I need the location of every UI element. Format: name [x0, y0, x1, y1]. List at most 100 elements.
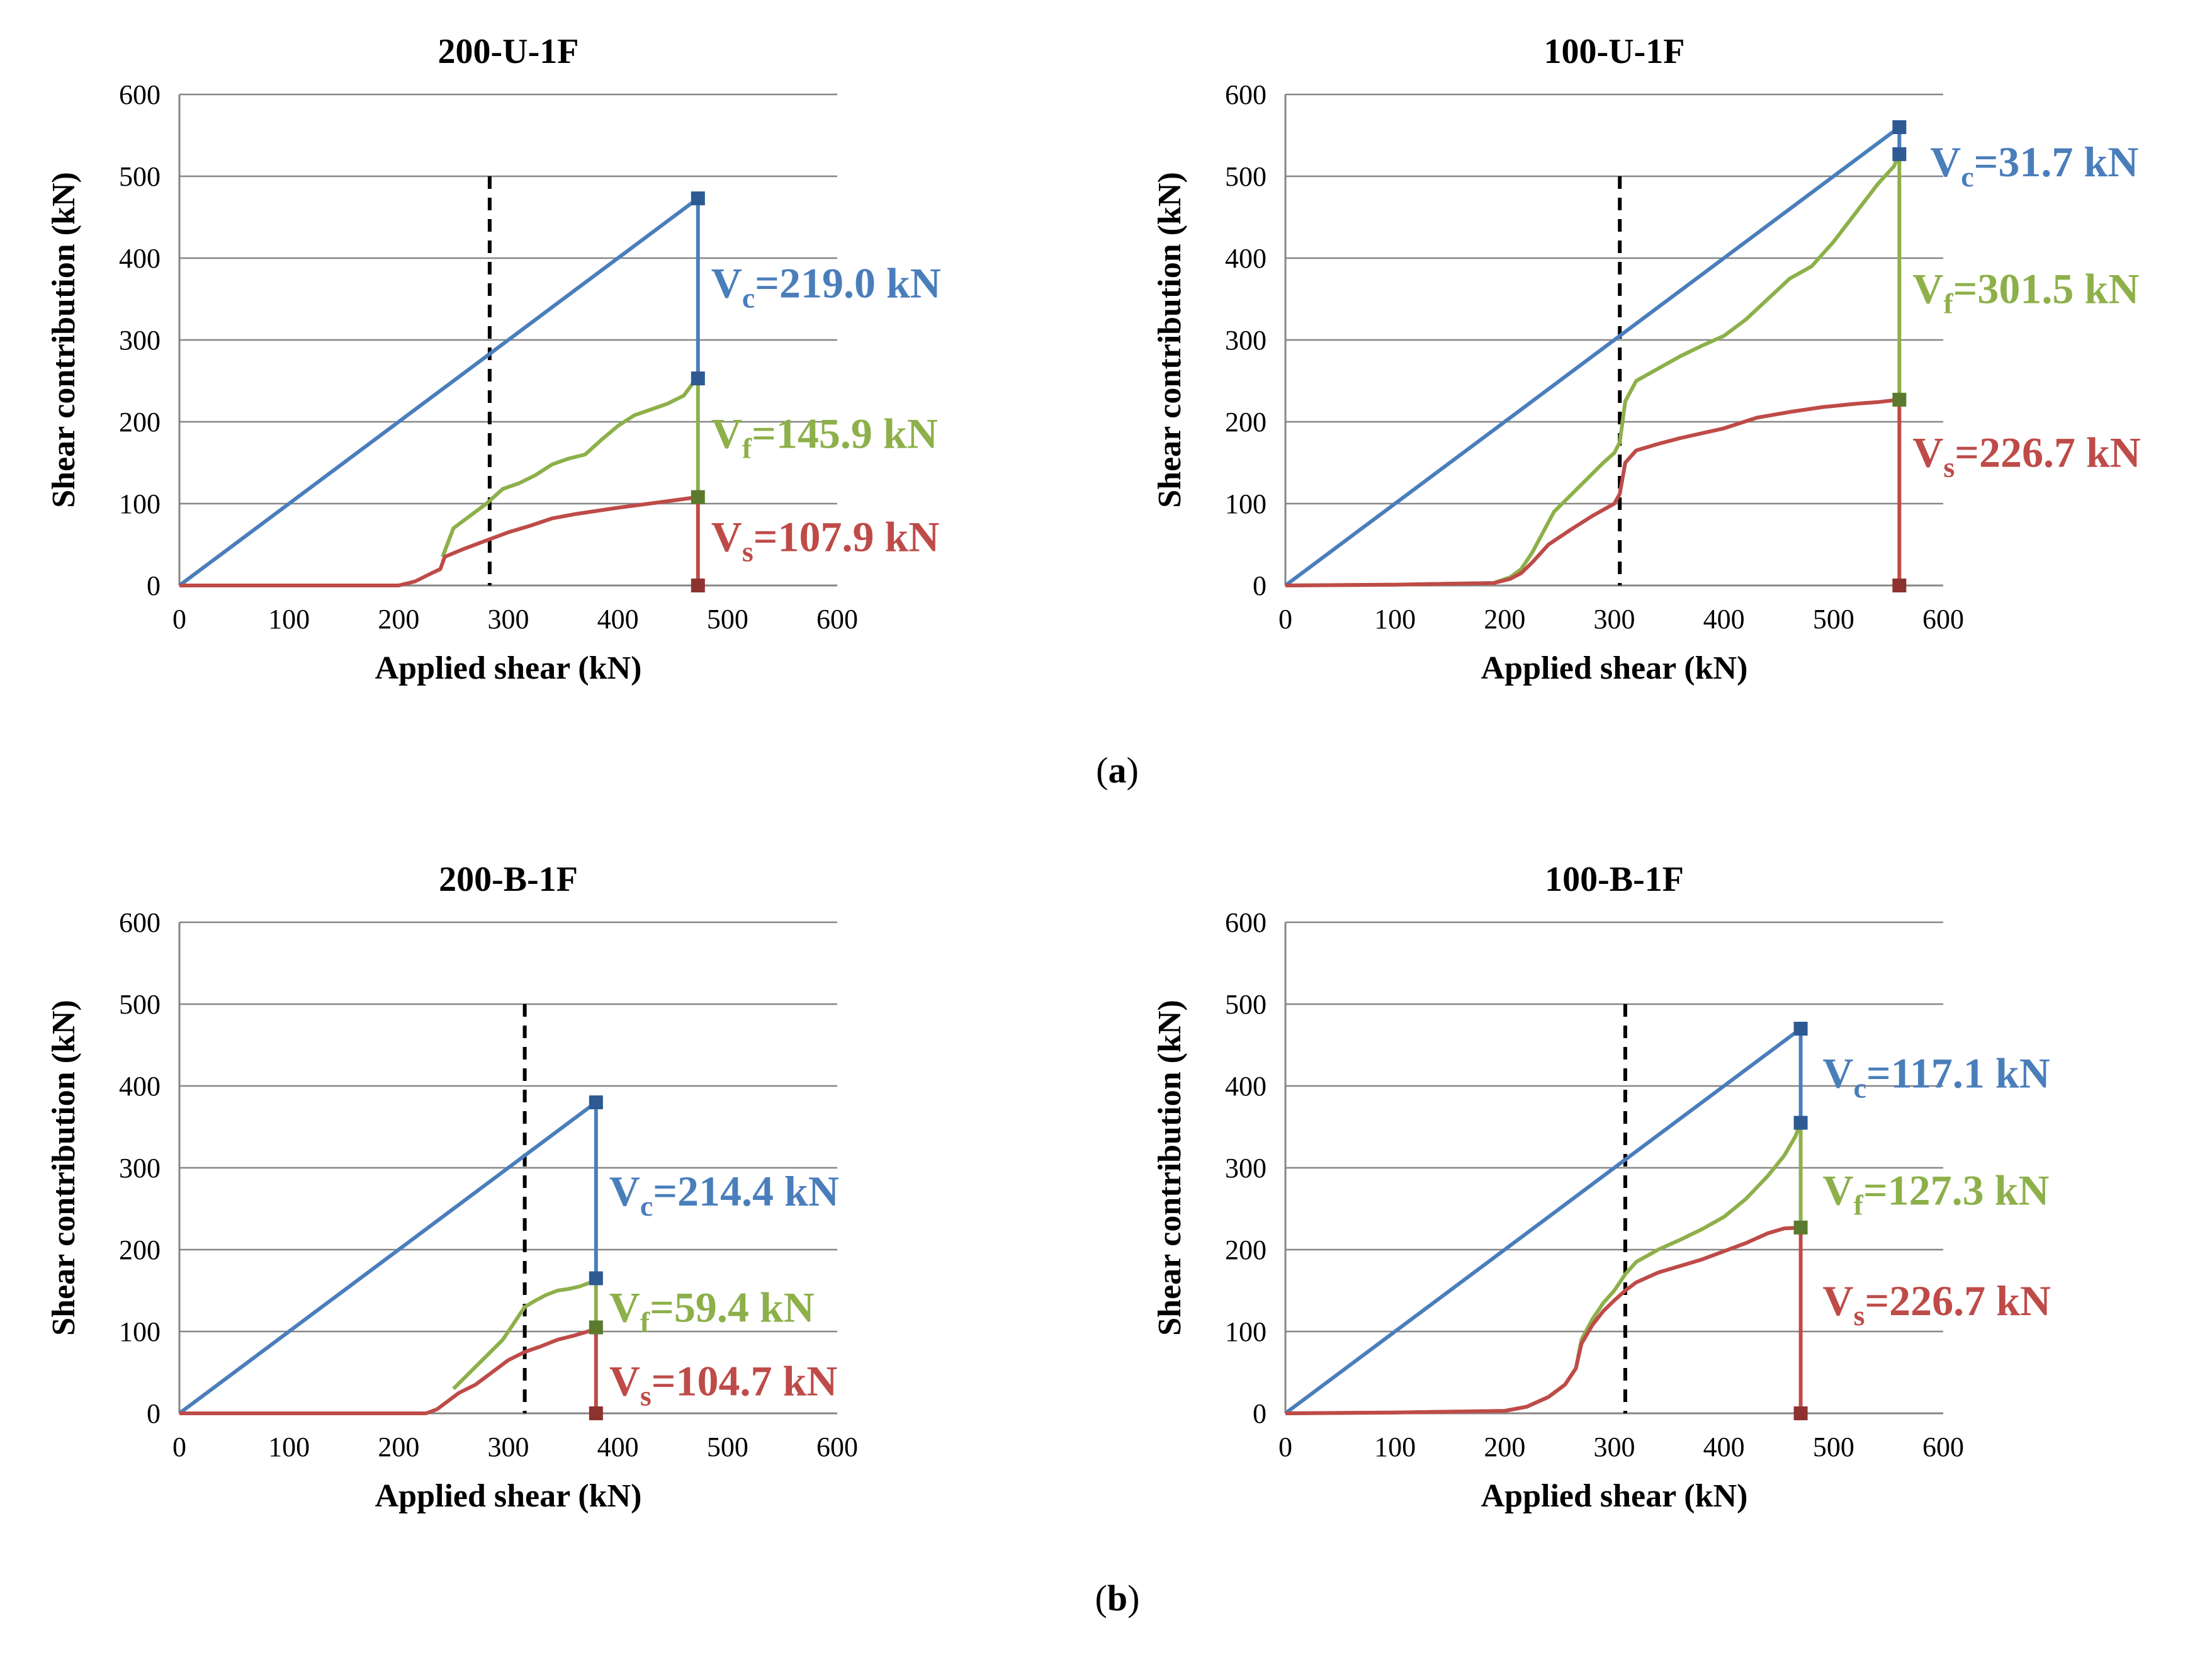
label-vc-value: =214.4 kN [653, 1167, 839, 1215]
label-vs-value: =107.9 kN [753, 512, 940, 560]
series-vc-line [178, 1100, 597, 1415]
x-tick-label: 400 [597, 1432, 639, 1462]
chart-title: 200-B-1F [439, 860, 578, 899]
label-vc-value: =219.0 kN [755, 259, 941, 307]
x-tick-label: 500 [1813, 604, 1854, 635]
label-vc-sub: c [640, 1190, 653, 1222]
label-vf-sub: f [1943, 288, 1953, 320]
label-vf-main: V [1912, 265, 1943, 313]
chart-title: 100-B-1F [1545, 860, 1684, 899]
label-vf: Vf=145.9 kN [711, 410, 938, 465]
marker-vc [589, 1095, 603, 1109]
y-axis-label: Shear contribution (kN) [1152, 172, 1188, 508]
x-tick-label: 500 [1813, 1432, 1854, 1462]
y-tick-label: 300 [119, 325, 161, 356]
label-vc-value: =117.1 kN [1866, 1049, 2050, 1097]
x-tick-label: 300 [1594, 1432, 1635, 1462]
marker-vc [1793, 1022, 1808, 1036]
marker-vf-top [589, 1271, 603, 1286]
label-vc-main: V [1930, 138, 1961, 186]
x-tick-label: 600 [1922, 604, 1964, 635]
chart-svg: 0 100 200 300 400 500 600 0 100 200 300 400 500 600 20… [46, 860, 858, 1514]
series-vs-line [179, 495, 699, 587]
label-vf: Vf=59.4 kN [609, 1283, 815, 1338]
x-tick-label: 300 [488, 604, 529, 635]
label-vf-value: =301.5 kN [1953, 265, 2140, 313]
x-tick-label: 500 [707, 604, 748, 635]
series-vf-line [1285, 153, 1902, 587]
marker-base [1892, 579, 1907, 592]
series-vc-line [178, 196, 699, 587]
y-axis-label: Shear contribution (kN) [46, 1000, 82, 1336]
series-vs-line [179, 1327, 597, 1415]
y-tick-label: 400 [119, 243, 161, 274]
label-vs-value: =226.7 kN [1955, 429, 2141, 477]
label-vf: Vf=301.5 kN [1912, 265, 2139, 320]
label-vs-value: =226.7 kN [1865, 1277, 2051, 1325]
label-vf-main: V [1822, 1167, 1853, 1214]
series-vs-line [1285, 397, 1900, 587]
label-vs-sub: s [742, 535, 753, 567]
label-vs-value: =104.7 kN [652, 1357, 838, 1405]
x-axis-label: Applied shear (kN) [1481, 1478, 1748, 1514]
label-vc: Vc=117.1 kN [1822, 1049, 2050, 1104]
y-tick-label: 400 [1225, 1071, 1267, 1102]
series-vf-line [441, 376, 699, 558]
y-tick-label: 300 [1225, 325, 1267, 356]
marker-vs-top [589, 1320, 603, 1335]
label-vc-sub: c [1854, 1072, 1866, 1104]
marker-base [1793, 1406, 1808, 1420]
chart-svg: 0 100 200 300 400 500 600 0 100 200 300 400 500 600 10… [1152, 860, 2051, 1514]
y-tick-label: 400 [119, 1071, 161, 1102]
x-tick-label: 600 [1922, 1432, 1964, 1462]
label-vf-sub: f [1854, 1189, 1864, 1221]
x-tick-label: 400 [1703, 604, 1745, 635]
chart-title: 200-U-1F [438, 32, 579, 71]
chart-title: 100-U-1F [1544, 32, 1685, 71]
label-vs-main: V [1822, 1277, 1853, 1325]
x-tick-label: 400 [1703, 1432, 1745, 1462]
label-vc-value: =31.7 kN [1974, 138, 2139, 186]
y-tick-label: 200 [1225, 407, 1267, 438]
x-tick-label: 0 [172, 1432, 186, 1462]
x-tick-label: 100 [268, 604, 310, 635]
x-axis-label: Applied shear (kN) [1481, 650, 1748, 686]
y-tick-label: 200 [119, 407, 161, 438]
label-vf-value: =127.3 kN [1863, 1167, 2050, 1214]
x-axis-label: Applied shear (kN) [375, 650, 642, 686]
label-vf-value: =59.4 kN [650, 1283, 815, 1331]
series-vc-line [1284, 1027, 1802, 1415]
y-tick-label: 400 [1225, 243, 1267, 274]
label-vc-sub: c [742, 281, 755, 314]
label-vf-main: V [711, 410, 742, 458]
label-vc: Vc=214.4 kN [609, 1167, 839, 1222]
y-axis-label: Shear contribution (kN) [1152, 1000, 1188, 1336]
y-tick-label: 500 [1225, 161, 1267, 192]
marker-vc [691, 191, 705, 206]
series-vs-line [1285, 1225, 1801, 1415]
label-vs: Vs=107.9 kN [711, 512, 940, 567]
caption-a-text: (a) [1096, 750, 1139, 791]
x-tick-label: 400 [597, 604, 639, 635]
label-vs-main: V [711, 512, 742, 560]
y-tick-label: 100 [119, 1316, 161, 1347]
caption-b: (b) [1095, 1577, 1140, 1619]
chart-200-U-1F: 0 100 200 300 400 500 600 0 100 200 300 400 500 600 20… [0, 0, 1106, 800]
y-tick-label: 300 [1225, 1153, 1267, 1184]
label-vc-main: V [711, 259, 742, 307]
chart-svg: 0 100 200 300 400 500 600 0 100 200 300 400 500 600 10… [1152, 32, 2141, 686]
y-tick-label: 500 [119, 161, 161, 192]
y-tick-label: 600 [1225, 79, 1267, 110]
marker-base [691, 579, 705, 592]
label-vs-sub: s [1854, 1299, 1865, 1331]
y-tick-label: 500 [119, 989, 161, 1020]
series-vf-line [452, 1277, 597, 1391]
marker-vs-top [1892, 392, 1907, 407]
y-tick-label: 100 [1225, 1316, 1267, 1347]
label-vs: Vs=226.7 kN [1912, 429, 2141, 483]
label-vc-main: V [1822, 1049, 1853, 1097]
x-tick-label: 0 [172, 604, 186, 635]
label-vs-sub: s [1943, 451, 1955, 483]
series-vc-line [1284, 125, 1901, 587]
